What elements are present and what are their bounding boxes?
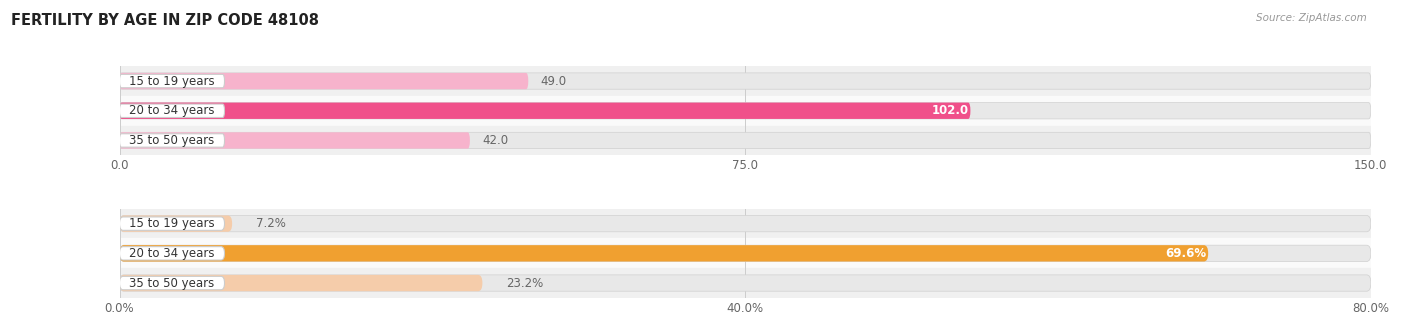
FancyBboxPatch shape [120,103,1371,119]
Text: 35 to 50 years: 35 to 50 years [129,276,215,290]
FancyBboxPatch shape [120,103,970,119]
FancyBboxPatch shape [120,73,529,89]
Text: Source: ZipAtlas.com: Source: ZipAtlas.com [1256,13,1367,23]
Text: 35 to 50 years: 35 to 50 years [129,134,215,147]
FancyBboxPatch shape [120,276,225,290]
Text: 20 to 34 years: 20 to 34 years [129,247,215,260]
Text: 20 to 34 years: 20 to 34 years [129,104,215,117]
FancyBboxPatch shape [120,73,1371,89]
Bar [120,209,1371,239]
FancyBboxPatch shape [120,215,1371,232]
FancyBboxPatch shape [120,74,225,88]
Bar [120,268,1371,298]
Text: 69.6%: 69.6% [1166,247,1206,260]
Text: 23.2%: 23.2% [506,276,543,290]
FancyBboxPatch shape [120,245,1208,261]
FancyBboxPatch shape [120,275,482,291]
FancyBboxPatch shape [120,134,225,147]
Bar [120,125,1371,155]
Text: 15 to 19 years: 15 to 19 years [129,217,215,230]
Text: 102.0: 102.0 [932,104,969,117]
FancyBboxPatch shape [120,245,1371,261]
Bar [120,96,1371,125]
Text: FERTILITY BY AGE IN ZIP CODE 48108: FERTILITY BY AGE IN ZIP CODE 48108 [11,13,319,28]
FancyBboxPatch shape [120,132,470,149]
FancyBboxPatch shape [120,247,225,260]
Bar [120,66,1371,96]
Text: 7.2%: 7.2% [256,217,285,230]
Bar [120,239,1371,268]
FancyBboxPatch shape [120,275,1371,291]
FancyBboxPatch shape [120,104,225,118]
Text: 42.0: 42.0 [482,134,509,147]
FancyBboxPatch shape [120,215,232,232]
FancyBboxPatch shape [120,217,225,230]
Text: 49.0: 49.0 [541,74,567,88]
Text: 15 to 19 years: 15 to 19 years [129,74,215,88]
FancyBboxPatch shape [120,132,1371,149]
